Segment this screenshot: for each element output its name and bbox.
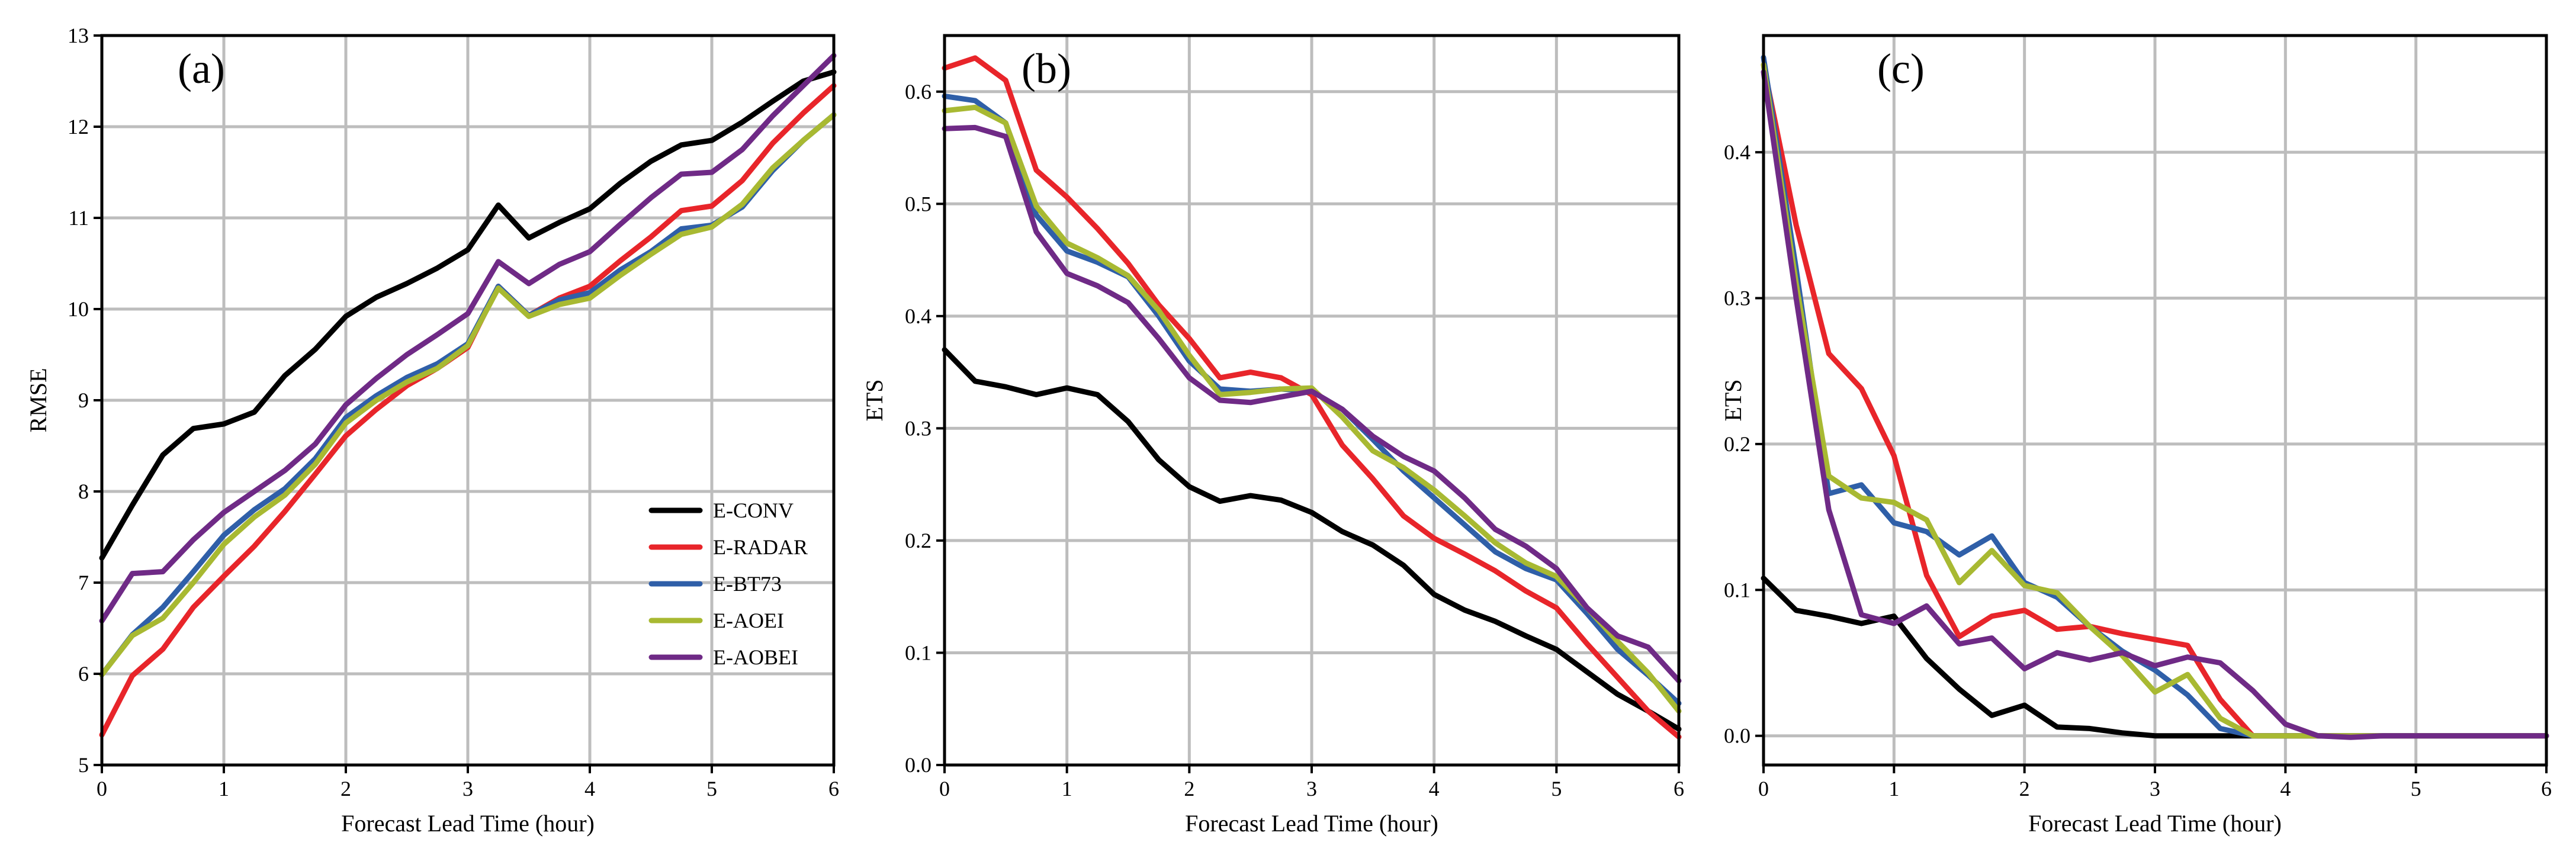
y-tick-label: 0.1 — [1724, 578, 1750, 602]
y-tick-label: 9 — [78, 388, 89, 412]
y-tick-label: 0.1 — [905, 641, 932, 664]
series-line-e-conv — [942, 347, 1682, 732]
y-tick-label: 13 — [68, 24, 89, 47]
x-tick-label: 3 — [2150, 777, 2160, 801]
y-tick-label: 8 — [78, 480, 89, 503]
series-line-e-aoei — [942, 104, 1682, 714]
x-tick-label: 2 — [1184, 777, 1194, 801]
x-tick-label: 0 — [1758, 777, 1769, 801]
legend-label-e-aoei: E-AOEI — [713, 609, 784, 632]
series-line-e-radar — [942, 55, 1682, 740]
y-tick-label: 5 — [78, 753, 89, 777]
x-tick-label: 1 — [1888, 777, 1899, 801]
x-axis-label: Forecast Lead Time (hour) — [341, 810, 595, 837]
x-tick-label: 6 — [1674, 777, 1684, 801]
x-axis-label: Forecast Lead Time (hour) — [2028, 810, 2282, 837]
x-tick-label: 5 — [1551, 777, 1562, 801]
legend-label-e-aobei: E-AOBEI — [713, 645, 798, 669]
x-tick-label: 3 — [462, 777, 473, 801]
y-tick-label: 12 — [68, 115, 89, 139]
x-tick-label: 2 — [2019, 777, 2030, 801]
panel-b: 0 1 2 3 4 5 6 0.0 0.1 0.2 0.3 0.4 0.5 0.6 Forecast Lea… — [861, 34, 1684, 837]
y-tick-label: 0.0 — [905, 753, 932, 777]
x-tick-label: 1 — [1062, 777, 1072, 801]
y-tick-label: 6 — [78, 662, 89, 686]
series-line-e-aoei — [99, 112, 837, 677]
y-tick-label: 0.3 — [905, 416, 932, 440]
x-tick-label: 5 — [2411, 777, 2421, 801]
y-axis-label: RMSE — [25, 368, 52, 433]
series-line-e-aobei — [942, 124, 1682, 684]
y-axis-label: ETS — [1720, 379, 1746, 421]
x-tick-label: 4 — [584, 777, 595, 801]
x-tick-label: 1 — [219, 777, 229, 801]
panel-label: (a) — [178, 45, 225, 92]
x-tick-label: 0 — [939, 777, 950, 801]
y-tick-label: 11 — [68, 206, 89, 230]
panel-label: (b) — [1022, 45, 1071, 92]
x-tick-label: 6 — [2541, 777, 2552, 801]
x-axis-label: Forecast Lead Time (hour) — [1185, 810, 1438, 837]
y-axis-label: ETS — [861, 379, 888, 421]
series-line-e-conv — [99, 69, 837, 561]
legend-label-e-radar: E-RADAR — [713, 535, 808, 559]
panel-c: 0 1 2 3 4 5 6 0.0 0.1 0.2 0.3 0.4 Forecast Lead Time… — [1720, 34, 2552, 837]
y-tick-label: 0.2 — [905, 529, 932, 552]
x-tick-label: 4 — [1429, 777, 1440, 801]
series-line-e-aobei — [99, 53, 837, 624]
y-tick-label: 7 — [78, 571, 89, 594]
x-tick-label: 6 — [828, 777, 839, 801]
y-tick-label: 0.2 — [1724, 432, 1750, 456]
series-line-e-aobei — [1761, 69, 2549, 740]
y-tick-label: 10 — [68, 297, 89, 321]
y-tick-label: 0.4 — [905, 304, 932, 328]
y-tick-label: 0.4 — [1724, 140, 1750, 164]
panel-label: (c) — [1877, 45, 1925, 92]
legend: E-CONV E-RADAR E-BT73 E-AOEI E-AOBEI — [648, 499, 808, 669]
y-tick-label: 0.5 — [905, 192, 932, 216]
x-tick-label: 5 — [706, 777, 717, 801]
x-tick-label: 4 — [2280, 777, 2291, 801]
y-tick-label: 0.6 — [905, 80, 932, 104]
legend-label-e-bt73: E-BT73 — [713, 572, 782, 596]
x-tick-label: 3 — [1306, 777, 1317, 801]
x-tick-label: 2 — [341, 777, 351, 801]
x-tick-label: 0 — [97, 777, 107, 801]
y-tick-label: 0.3 — [1724, 287, 1750, 310]
legend-label-e-conv: E-CONV — [713, 499, 794, 522]
y-tick-label: 0.0 — [1724, 724, 1750, 748]
